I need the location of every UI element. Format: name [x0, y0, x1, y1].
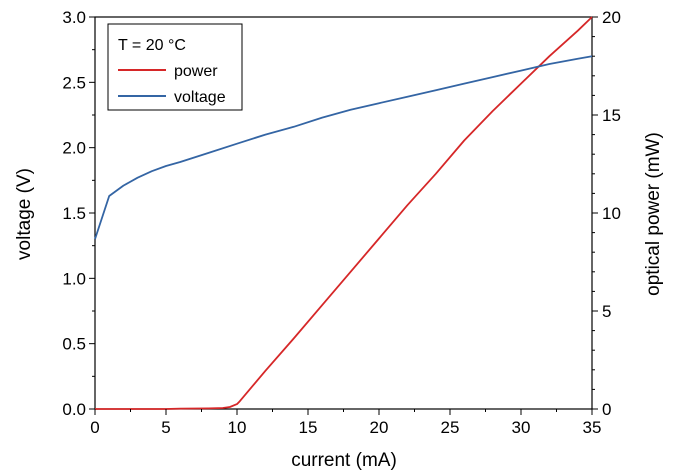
x-tick-label: 30: [512, 418, 531, 437]
y-right-tick-label: 0: [602, 400, 611, 419]
y-right-axis-title: optical power (mW): [643, 132, 664, 296]
y-left-tick-label: 2.0: [62, 139, 86, 158]
x-tick-label: 15: [299, 418, 318, 437]
x-tick-label: 10: [228, 418, 247, 437]
y-right-tick-label: 20: [602, 8, 621, 27]
y-left-tick-label: 3.0: [62, 8, 86, 27]
legend: T = 20 °C power voltage: [107, 23, 243, 111]
y-left-tick-label: 0.5: [62, 335, 86, 354]
x-tick-label: 35: [583, 418, 602, 437]
x-axis-title: current (mA): [291, 450, 397, 471]
y-right-tick-label: 5: [602, 302, 611, 321]
y-left-tick-label: 1.0: [62, 269, 86, 288]
x-tick-label: 0: [90, 418, 99, 437]
y-left-tick-label: 1.5: [62, 204, 86, 223]
legend-label-power: power: [174, 63, 218, 80]
y-left-tick-label: 2.5: [62, 73, 86, 92]
y-right-tick-label: 10: [602, 204, 621, 223]
x-tick-label: 20: [370, 418, 389, 437]
axes: 0 5 10 15 20 25 30 35 0.0 0.5 1.0 1.5 2.0 2.5 3.0 0 5 10 1…: [62, 8, 621, 437]
x-tick-label: 25: [441, 418, 460, 437]
legend-title: T = 20 °C: [118, 37, 186, 54]
series-layer: [94, 16, 593, 410]
y-right-tick-label: 15: [602, 106, 621, 125]
series-line-voltage: [94, 55, 593, 240]
x-tick-label: 5: [161, 418, 170, 437]
y-left-axis-title: voltage (V): [14, 168, 35, 260]
legend-label-voltage: voltage: [174, 89, 226, 106]
series-line-power: [95, 16, 593, 410]
y-left-tick-label: 0.0: [62, 400, 86, 419]
